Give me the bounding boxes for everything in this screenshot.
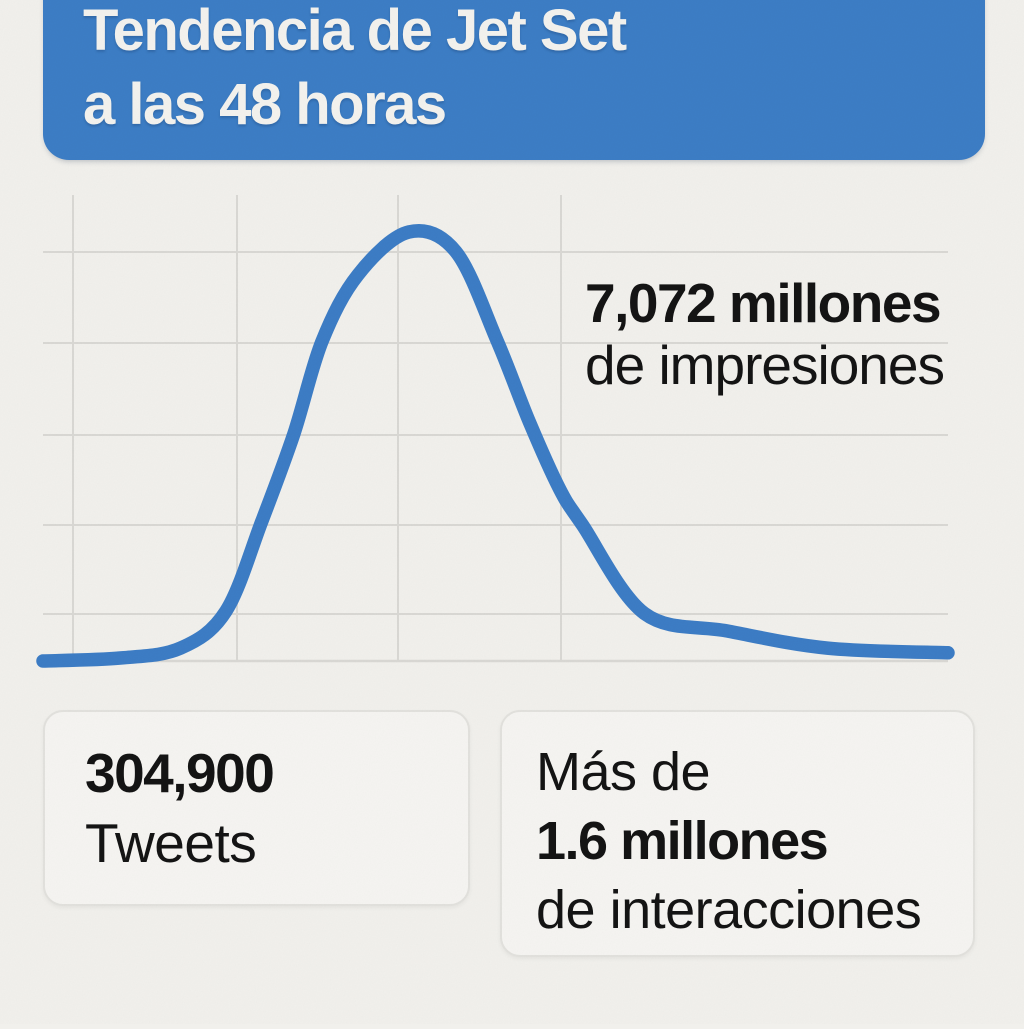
tweets-card: 304,900 Tweets [43, 710, 470, 906]
impressions-label: de impresiones [585, 334, 945, 396]
tweets-label: Tweets [85, 812, 257, 874]
chart-gridlines [43, 195, 948, 663]
interactions-card: Más de 1.6 millones de interacciones [500, 710, 975, 957]
interactions-value: 1.6 millones [536, 811, 829, 871]
interactions-label: de interacciones [536, 880, 922, 940]
tweets-value: 304,900 [85, 742, 275, 804]
impressions-annotation: 7,072 millones de impresiones [585, 272, 945, 396]
impressions-value: 7,072 millones [585, 272, 942, 334]
interactions-prefix: Más de [536, 742, 711, 802]
